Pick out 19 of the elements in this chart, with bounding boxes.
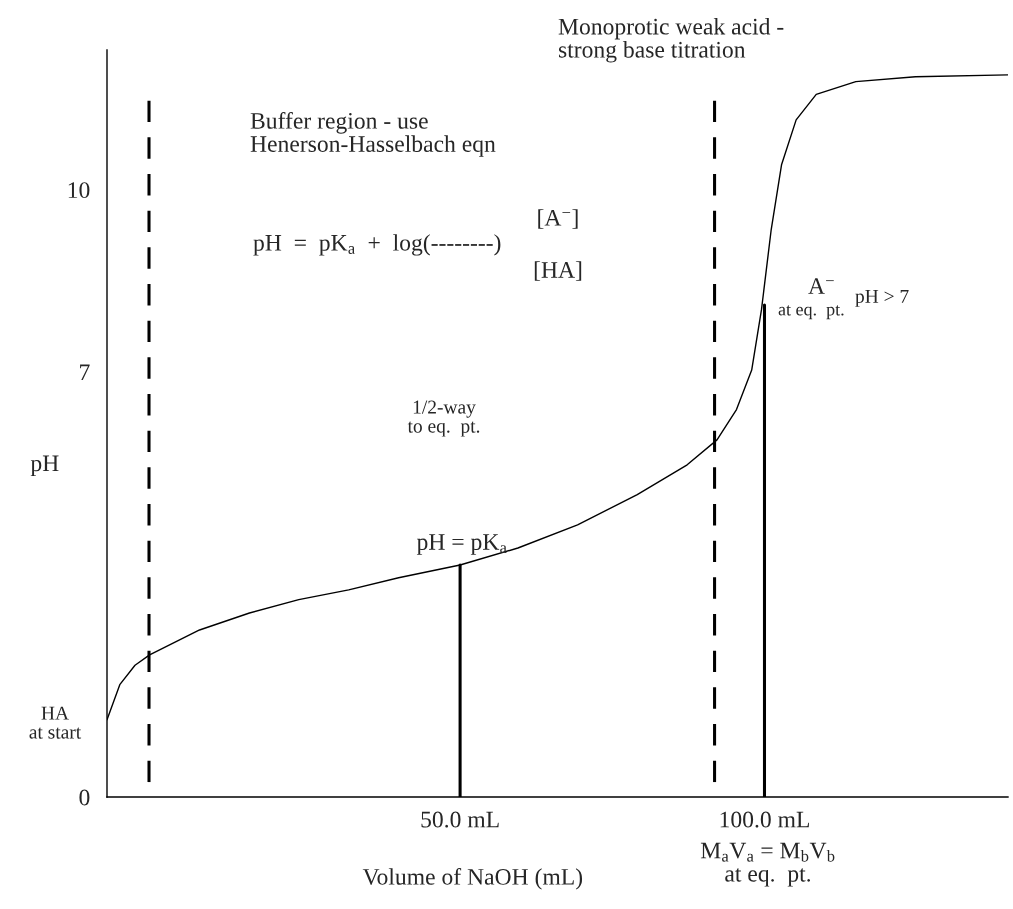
annotation: at eq. pt.: [778, 305, 844, 320]
annotation: A$^{−}$: [808, 278, 834, 294]
y-tick-label: 10: [68, 182, 90, 199]
y-tick-label: 0: [79, 789, 90, 806]
annotation: pH = pK$_{a}$ + log(--------): [253, 234, 501, 256]
x-axis-title: Volume of NaOH (mL): [362, 867, 583, 890]
annotation: pH = pK$_{a}$: [416, 534, 507, 555]
text: M$_{a}$V$_{a}$ = M$_{b}$V$_{b}$ at eq. pt.: [700, 842, 835, 887]
annotation: 1/2-way to eq. pt.: [407, 400, 480, 437]
x-tick-label: 100.0 mL: [720, 811, 809, 828]
x-tick-label: 50.0 mL: [421, 811, 499, 828]
text: HA at start: [29, 706, 82, 739]
chart-title: Monoprotic weak acid - strong base titration: [558, 18, 784, 63]
annotation: [A$^{−}$]: [538, 209, 578, 229]
y-tick-label: 7: [80, 364, 90, 381]
annotation: pH > 7: [855, 289, 909, 307]
y-axis-title: pH: [30, 455, 59, 477]
annotation: Buffer region - use Henerson-Hasselbach eqn: [250, 112, 496, 157]
annotation: [HA]: [534, 261, 582, 281]
